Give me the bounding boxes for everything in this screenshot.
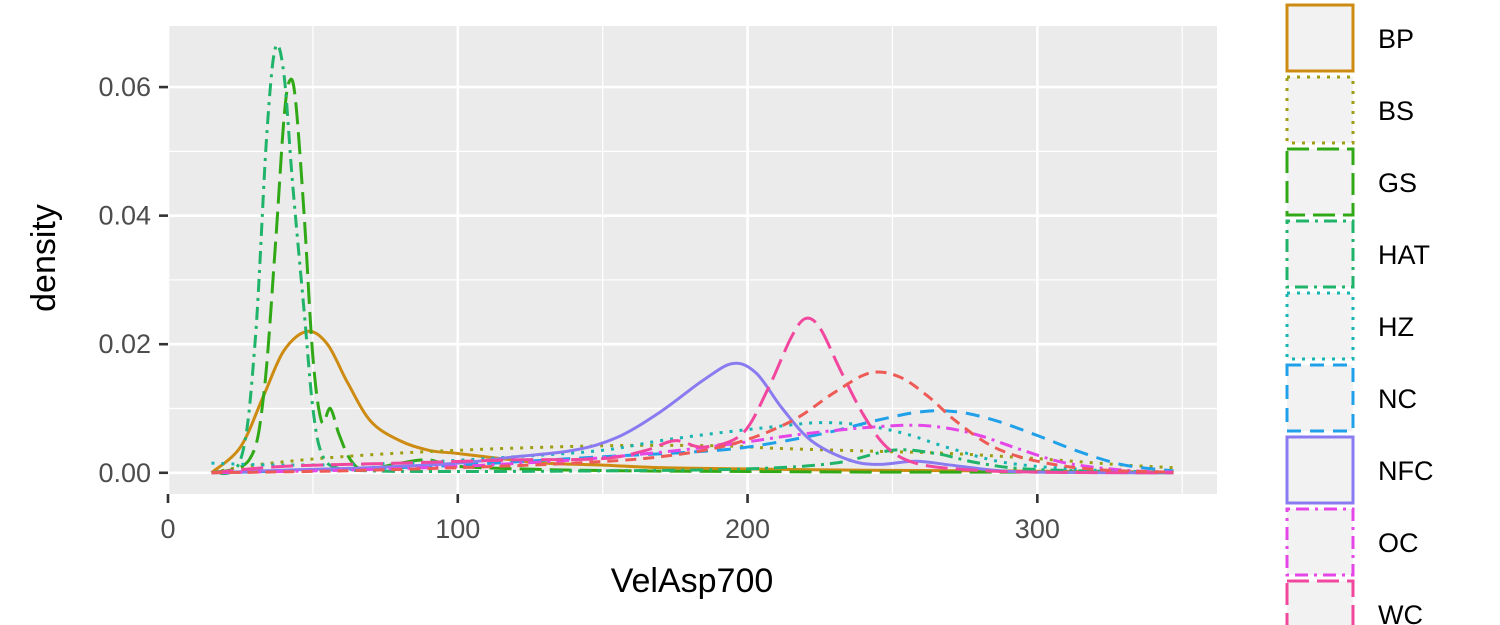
x-tick-label: 0 — [160, 514, 175, 544]
legend-key — [1285, 219, 1355, 289]
legend-label: GS — [1378, 168, 1417, 198]
legend-item-gs: GS — [1285, 147, 1417, 217]
y-tick-label: 0.06 — [98, 72, 151, 102]
density-line-hat — [210, 43, 1174, 476]
x-tick-label: 100 — [435, 514, 480, 544]
plot-area — [166, 22, 1217, 494]
legend-key — [1285, 507, 1355, 577]
legend-item-oc: OC — [1285, 507, 1419, 577]
legend: BP BS GS HAT HZ NC NFC OC WC — [1285, 3, 1434, 625]
y-tick-label: 0.02 — [98, 329, 151, 359]
plot-background — [168, 26, 1217, 494]
density-line-gs — [210, 77, 1174, 475]
legend-label: HAT — [1378, 240, 1430, 270]
y-axis-title: density — [25, 204, 63, 312]
legend-key — [1285, 291, 1355, 361]
legend-item-nfc: NFC — [1285, 435, 1434, 505]
legend-item-hat: HAT — [1285, 219, 1430, 289]
y-axis: 0.00 0.02 0.04 0.06 — [98, 72, 168, 488]
density-line-bp — [210, 329, 1174, 474]
density-line-bs — [211, 443, 1174, 475]
legend-item-wc: WC — [1285, 579, 1423, 625]
legend-item-bs: BS — [1285, 75, 1414, 145]
legend-key — [1285, 75, 1355, 145]
legend-item-hz: HZ — [1285, 291, 1414, 361]
legend-key — [1285, 435, 1355, 505]
density-line-wc — [211, 316, 1174, 475]
legend-label: NFC — [1378, 456, 1434, 486]
density-line-nfc — [211, 361, 1174, 475]
y-tick-label: 0.00 — [98, 458, 151, 488]
legend-label: BS — [1378, 96, 1414, 126]
legend-key — [1285, 363, 1355, 433]
legend-label: WC — [1378, 600, 1423, 625]
legend-label: BP — [1378, 24, 1414, 54]
legend-label: NC — [1378, 384, 1417, 414]
density-line-nc — [211, 409, 1174, 475]
x-tick-label: 200 — [725, 514, 770, 544]
x-axis-title: VelAsp700 — [611, 562, 774, 600]
legend-label: HZ — [1378, 312, 1414, 342]
density-line-unlabeled — [211, 370, 1174, 475]
legend-label: OC — [1378, 528, 1419, 558]
y-tick-label: 0.04 — [98, 201, 151, 231]
legend-key — [1285, 579, 1355, 625]
legend-item-bp: BP — [1285, 3, 1414, 73]
legend-key — [1285, 3, 1355, 73]
legend-key — [1285, 147, 1355, 217]
legend-item-nc: NC — [1285, 363, 1417, 433]
x-tick-label: 300 — [1015, 514, 1060, 544]
x-axis: 0 100 200 300 — [160, 494, 1060, 544]
